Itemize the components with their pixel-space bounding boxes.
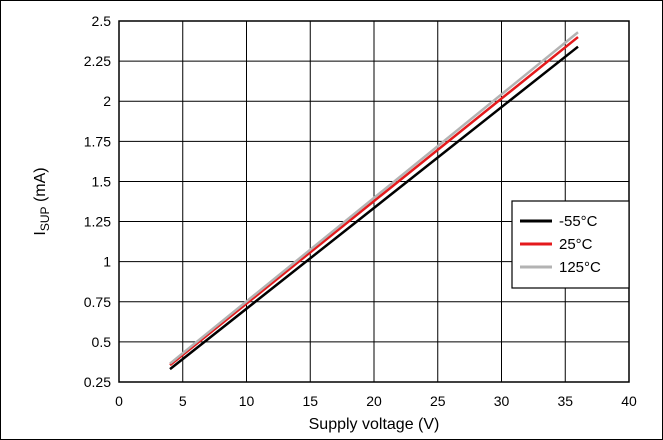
x-tick-label: 5	[179, 393, 187, 409]
legend: -55°C 25°C 125°C	[511, 200, 630, 289]
y-tick-label: 2	[103, 93, 111, 109]
x-tick-label: 30	[494, 393, 510, 409]
y-tick-label: 0.25	[84, 374, 111, 390]
y-axis-title-unit: (mA)	[32, 167, 49, 206]
y-axis-title-subscript: SUP	[38, 206, 52, 231]
legend-label: -55°C	[559, 213, 598, 230]
legend-label: 25°C	[559, 236, 593, 253]
y-tick-label: 2.5	[92, 13, 112, 29]
x-axis-title: Supply voltage (V)	[309, 416, 440, 433]
series-line	[169, 31, 579, 365]
series-lines	[169, 31, 579, 371]
y-axis-title-main: I	[32, 231, 49, 235]
x-tick-label: 20	[366, 393, 382, 409]
y-tick-label: 1.25	[84, 214, 111, 230]
x-tick-label: 0	[115, 393, 123, 409]
y-tick-labels: 0.25 0.5 0.75 1 1.25 1.5 1.75 2 2.25 2.5	[84, 13, 111, 390]
x-tick-label: 40	[621, 393, 637, 409]
series-line	[169, 36, 579, 367]
y-tick-label: 0.75	[84, 294, 111, 310]
series-line	[169, 45, 579, 371]
y-tick-label: 1	[103, 254, 111, 270]
x-tick-labels: 0 5 10 15 20 25 30 35 40	[115, 393, 637, 409]
legend-label: 125°C	[559, 259, 601, 276]
y-axis-title: ISUP (mA)	[32, 167, 52, 235]
x-tick-label: 25	[430, 393, 446, 409]
x-tick-label: 10	[239, 393, 255, 409]
y-tick-label: 0.5	[92, 334, 112, 350]
x-tick-label: 35	[557, 393, 573, 409]
x-tick-label: 15	[302, 393, 318, 409]
y-tick-label: 1.5	[92, 173, 112, 189]
y-tick-label: 1.75	[84, 133, 111, 149]
y-tick-label: 2.25	[84, 53, 111, 69]
grid	[119, 21, 629, 382]
